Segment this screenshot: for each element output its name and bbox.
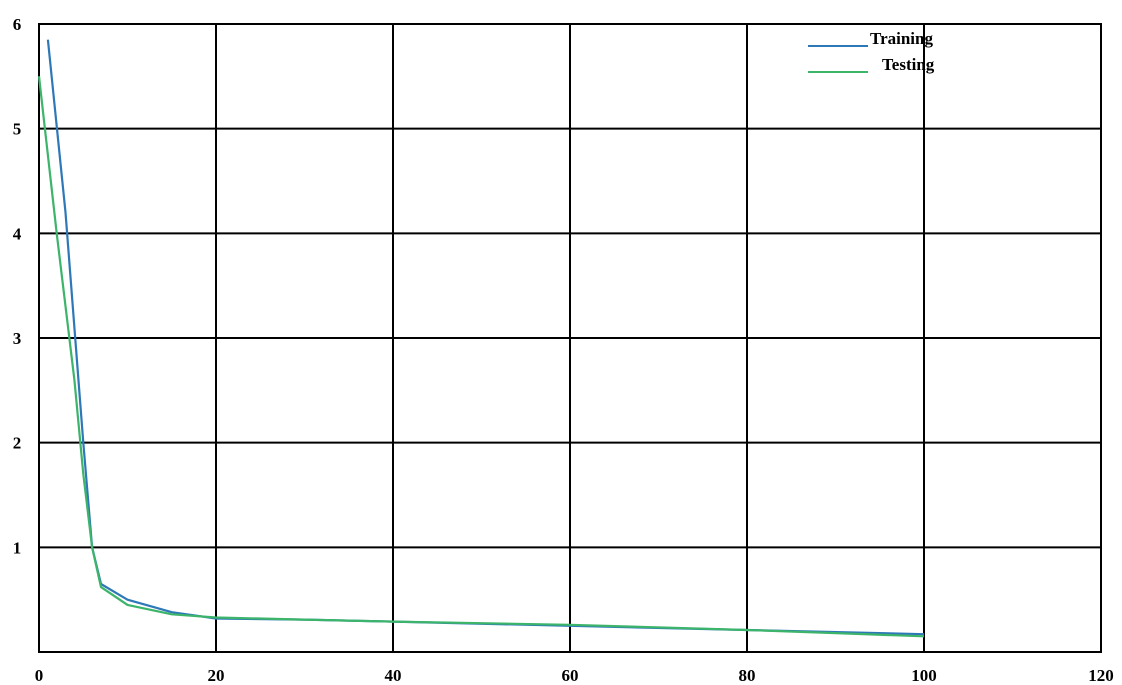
x-tick-label: 0 [35, 666, 44, 685]
x-tick-label: 120 [1088, 666, 1114, 685]
legend-label-training: Training [870, 29, 933, 48]
series-line-testing [37, 76, 925, 638]
legend-label-testing: Testing [882, 55, 935, 74]
y-tick-label: 4 [13, 224, 22, 243]
x-tick-label: 100 [911, 666, 937, 685]
x-tick-label: 60 [562, 666, 579, 685]
y-tick-label: 1 [13, 538, 22, 557]
y-tick-label: 3 [13, 329, 22, 348]
x-tick-label: 40 [385, 666, 402, 685]
x-tick-label: 80 [739, 666, 756, 685]
legend: Training Testing [808, 29, 935, 74]
grid [38, 23, 1102, 653]
series-layer [37, 39, 925, 638]
y-tick-label: 6 [13, 15, 22, 34]
x-tick-label: 20 [208, 666, 225, 685]
tick-labels: 0 20 40 60 80 100 120 1 2 3 4 5 6 [13, 15, 1114, 685]
y-tick-label: 2 [13, 434, 22, 453]
y-tick-label: 5 [13, 120, 22, 139]
